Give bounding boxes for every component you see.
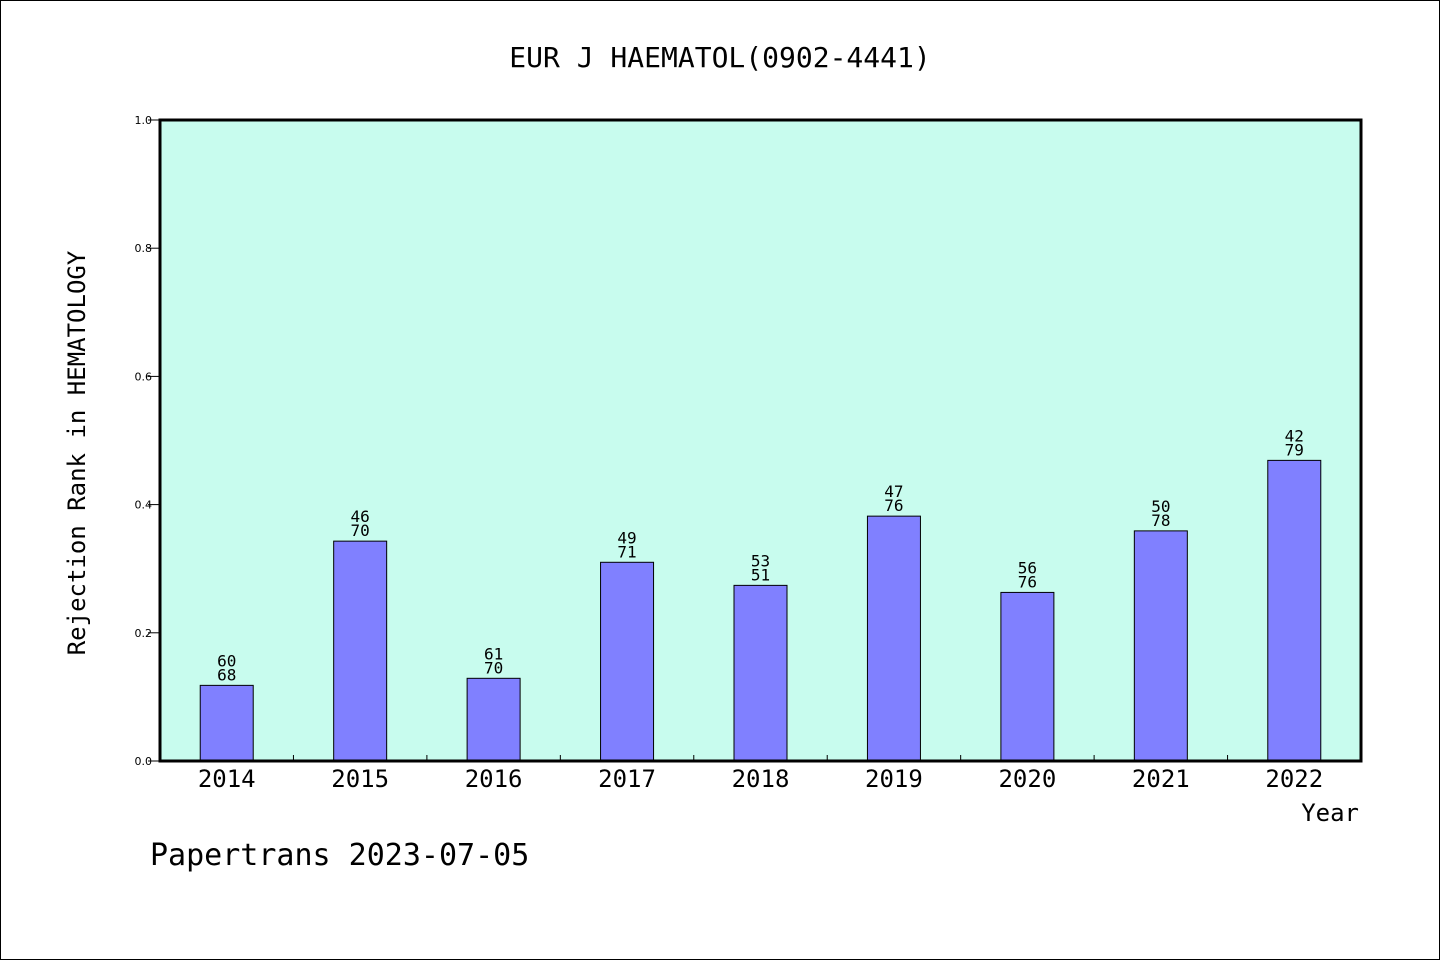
y-tick-label: 0.6 [135, 370, 153, 383]
plot-border [158, 118, 1363, 763]
y-tick-label: 0.8 [135, 242, 153, 255]
x-axis-label: Year [1301, 799, 1359, 827]
y-tick-label: 1.0 [135, 114, 153, 127]
x-tick-label: 2014 [198, 765, 256, 793]
y-axis-ticks: 0.0 0.2 0.4 0.6 0.8 1.0 [135, 114, 160, 768]
bar-label-bottom: 68 [217, 665, 236, 684]
bar-label-bottom: 70 [484, 658, 503, 677]
bar-label-top: 53 [751, 551, 770, 570]
bar [600, 561, 655, 762]
x-tick-label: 2015 [331, 765, 389, 793]
bar [1267, 459, 1322, 762]
y-tick-label: 0.2 [135, 627, 153, 640]
bar-label-top: 56 [1018, 558, 1037, 577]
bar-label-top: 49 [617, 528, 636, 547]
x-axis-ticks: 2014 2015 2016 2017 2018 2019 2020 2021 2022 [198, 755, 1323, 793]
bars-group [199, 459, 1322, 762]
bar-label-top: 42 [1285, 426, 1304, 445]
bar-label-bottom: 76 [884, 496, 903, 515]
bar-label-bottom: 51 [751, 565, 770, 584]
x-tick-label: 2017 [598, 765, 656, 793]
bar-label-bottom: 76 [1018, 572, 1037, 591]
footer-text: Papertrans 2023-07-05 [150, 838, 529, 873]
chart-title: EUR J HAEMATOL(0902-4441) [509, 41, 930, 74]
bar [466, 677, 521, 762]
bar-label-bottom: 71 [617, 542, 636, 561]
y-axis-label: Rejection Rank in HEMATOLOGY [63, 250, 91, 655]
bar [1133, 530, 1188, 762]
x-tick-label: 2018 [732, 765, 790, 793]
y-tick-label: 0.4 [135, 499, 153, 512]
y-tick-label: 0.0 [135, 755, 153, 768]
bar-label-top: 46 [351, 507, 370, 526]
bar [733, 584, 788, 762]
bar-label-top: 47 [884, 482, 903, 501]
bar-label-bottom: 78 [1151, 511, 1170, 530]
x-tick-label: 2016 [465, 765, 523, 793]
bar-label-top: 50 [1151, 497, 1170, 516]
bar-label-bottom: 79 [1285, 440, 1304, 459]
bar-label-bottom: 70 [351, 521, 370, 540]
bar [1000, 591, 1055, 762]
bar-label-top: 61 [484, 644, 503, 663]
x-tick-label: 2019 [865, 765, 923, 793]
bar-label-top: 60 [217, 651, 236, 670]
x-tick-label: 2021 [1132, 765, 1190, 793]
bar [866, 515, 921, 762]
x-tick-label: 2022 [1265, 765, 1323, 793]
bar [333, 540, 388, 762]
bar [199, 684, 254, 762]
x-tick-label: 2020 [998, 765, 1056, 793]
